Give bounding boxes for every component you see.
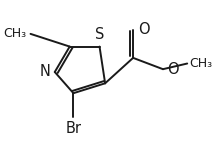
Text: CH₃: CH₃ bbox=[189, 57, 212, 70]
Text: O: O bbox=[138, 22, 149, 37]
Text: O: O bbox=[168, 62, 179, 77]
Text: CH₃: CH₃ bbox=[4, 27, 27, 40]
Text: S: S bbox=[95, 27, 104, 42]
Text: N: N bbox=[39, 65, 50, 79]
Text: Br: Br bbox=[65, 121, 81, 136]
